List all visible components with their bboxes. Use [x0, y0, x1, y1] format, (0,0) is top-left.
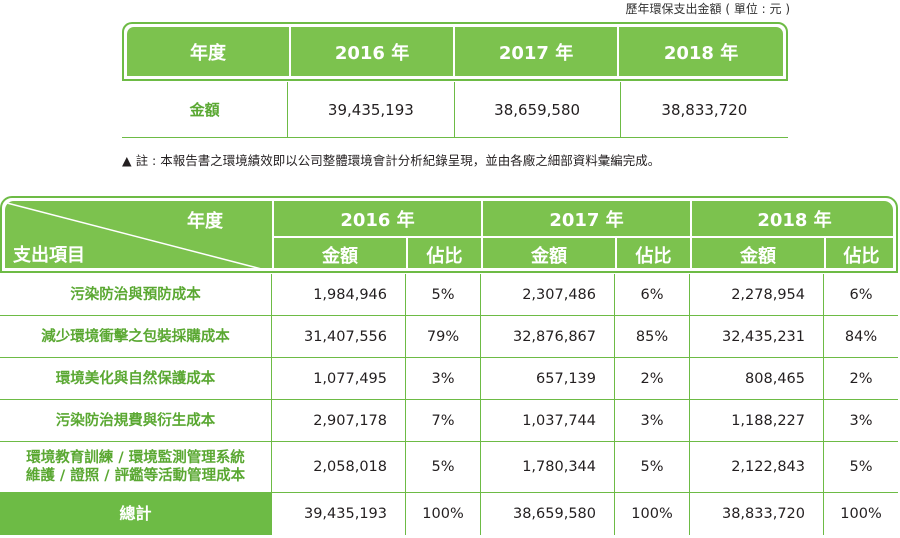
- footnote: ▲ 註 : 本報告書之環境績效即以公司整體環境會計分析紀錄呈現，並由各廠之細部資…: [122, 153, 661, 168]
- total-ratio-2017: 100%: [614, 493, 689, 535]
- total-amount-2016: 39,435,193: [271, 493, 405, 535]
- summary-row-label: 金額: [189, 101, 220, 119]
- row-ratio-2017: 3%: [614, 400, 689, 441]
- row-ratio-2018: 3%: [823, 400, 898, 441]
- table-row: 環境教育訓練 / 環境監測管理系統 維護 / 證照 / 評鑑等活動管理成本 2,…: [0, 442, 898, 493]
- summary-header-2017: 2017 年: [453, 27, 617, 76]
- row-amount-2016: 1,077,495: [271, 358, 405, 399]
- row-item-line1: 環境教育訓練 / 環境監測管理系統: [26, 450, 245, 466]
- row-item: 污染防治與預防成本: [70, 286, 201, 303]
- table-row: 環境美化與自然保護成本 1,077,495 3% 657,139 2% 808,…: [0, 358, 898, 400]
- header-ratio-2017: 佔比: [635, 246, 672, 267]
- row-amount-2018: 32,435,231: [689, 316, 823, 357]
- table-row: 減少環境衝擊之包裝採購成本 31,407,556 79% 32,876,867 …: [0, 316, 898, 358]
- row-ratio-2018: 2%: [823, 358, 898, 399]
- summary-header-2016: 2016 年: [289, 27, 453, 76]
- row-amount-2017: 1,037,744: [480, 400, 614, 441]
- summary-header-2018: 2018 年: [617, 27, 783, 76]
- row-amount-2018: 808,465: [689, 358, 823, 399]
- row-amount-2017: 657,139: [480, 358, 614, 399]
- row-ratio-2016: 5%: [405, 442, 480, 492]
- unit-note: 歷年環保支出金額 ( 單位 : 元 ): [625, 2, 790, 16]
- summary-table-row: 金額 39,435,193 38,659,580 38,833,720: [122, 82, 788, 138]
- row-ratio-2016: 5%: [405, 274, 480, 315]
- row-item: 環境教育訓練 / 環境監測管理系統 維護 / 證照 / 評鑑等活動管理成本: [0, 442, 271, 492]
- corner-diagonal-line: [6, 202, 261, 268]
- total-ratio-2016: 100%: [405, 493, 480, 535]
- row-ratio-2017: 2%: [614, 358, 689, 399]
- table-row: 污染防治與預防成本 1,984,946 5% 2,307,486 6% 2,27…: [0, 274, 898, 316]
- summary-value-2017: 38,659,580: [453, 82, 620, 137]
- row-ratio-2018: 6%: [823, 274, 898, 315]
- total-row: 總計 39,435,193 100% 38,659,580 100% 38,83…: [0, 493, 898, 535]
- header-year-2016: 2016 年: [340, 209, 415, 231]
- row-amount-2018: 2,122,843: [689, 442, 823, 492]
- header-amount-2016: 金額: [322, 246, 358, 267]
- row-ratio-2016: 79%: [405, 316, 480, 357]
- row-ratio-2017: 6%: [614, 274, 689, 315]
- total-amount-2017: 38,659,580: [480, 493, 614, 535]
- summary-value-2016: 39,435,193: [287, 82, 453, 137]
- row-amount-2017: 32,876,867: [480, 316, 614, 357]
- row-amount-2018: 2,278,954: [689, 274, 823, 315]
- row-amount-2018: 1,188,227: [689, 400, 823, 441]
- header-year-2018: 2018 年: [757, 209, 832, 231]
- total-label: 總計: [0, 493, 271, 535]
- row-item: 環境美化與自然保護成本: [55, 370, 216, 387]
- row-item: 減少環境衝擊之包裝採購成本: [41, 328, 230, 345]
- row-amount-2017: 1,780,344: [480, 442, 614, 492]
- row-ratio-2018: 5%: [823, 442, 898, 492]
- corner-item-label: 支出項目: [13, 245, 85, 266]
- corner-year-label: 年度: [187, 211, 223, 232]
- row-ratio-2017: 5%: [614, 442, 689, 492]
- detail-table-body: 污染防治與預防成本 1,984,946 5% 2,307,486 6% 2,27…: [0, 274, 898, 535]
- row-ratio-2016: 3%: [405, 358, 480, 399]
- row-amount-2016: 1,984,946: [271, 274, 405, 315]
- header-amount-2018: 金額: [740, 246, 776, 267]
- total-amount-2018: 38,833,720: [689, 493, 823, 535]
- total-ratio-2018: 100%: [823, 493, 898, 535]
- row-item-line2: 維護 / 證照 / 評鑑等活動管理成本: [25, 468, 246, 484]
- table-row: 污染防治規費與衍生成本 2,907,178 7% 1,037,744 3% 1,…: [0, 400, 898, 442]
- row-ratio-2017: 85%: [614, 316, 689, 357]
- row-amount-2017: 2,307,486: [480, 274, 614, 315]
- summary-table-header: 年度 2016 年 2017 年 2018 年: [122, 22, 788, 81]
- row-amount-2016: 2,907,178: [271, 400, 405, 441]
- row-item: 污染防治規費與衍生成本: [55, 412, 216, 429]
- header-ratio-2018: 佔比: [843, 246, 880, 267]
- summary-value-2018: 38,833,720: [619, 82, 788, 137]
- header-ratio-2016: 佔比: [426, 246, 463, 267]
- row-amount-2016: 2,058,018: [271, 442, 405, 492]
- row-ratio-2018: 84%: [823, 316, 898, 357]
- summary-header-year: 年度: [190, 42, 226, 64]
- header-amount-2017: 金額: [531, 246, 567, 267]
- detail-table-header: 年度 支出項目 2016 年 2017 年 2018 年 金額 佔比 金額 佔比…: [0, 196, 898, 273]
- row-amount-2016: 31,407,556: [271, 316, 405, 357]
- header-year-2017: 2017 年: [549, 209, 624, 231]
- row-ratio-2016: 7%: [405, 400, 480, 441]
